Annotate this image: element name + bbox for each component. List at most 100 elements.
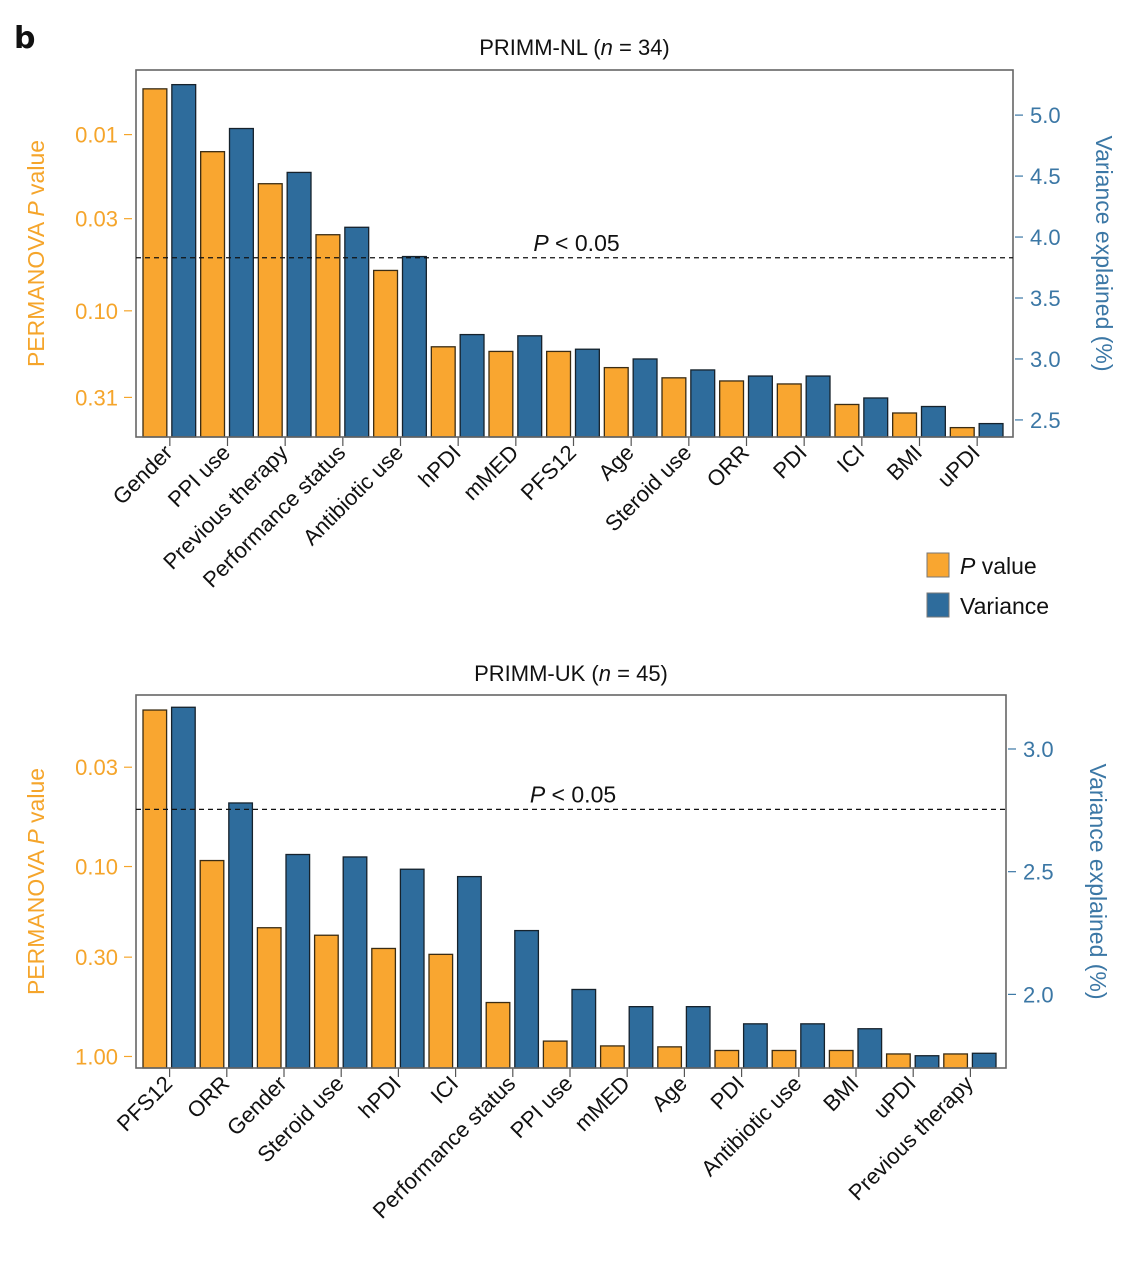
x-tick-label: PFS12 <box>112 1071 177 1136</box>
x-tick-label: mMED <box>570 1071 635 1136</box>
bar-variance-previous-therapy <box>971 1052 997 1069</box>
bar-variance-bmi <box>920 405 946 438</box>
chart-title-n-symbol: n <box>599 661 611 686</box>
bar-pvalue-orr <box>719 380 745 438</box>
bar-variance-age <box>632 358 658 438</box>
bar-variance-pdi <box>742 1023 768 1069</box>
bar-pvalue-mmed <box>599 1045 625 1069</box>
bar-pvalue-updi <box>885 1053 911 1069</box>
y-left-axis-label-text: PERMANOVA <box>23 845 49 995</box>
legend-label-text: value <box>975 553 1036 579</box>
bar-variance-pfs12 <box>574 348 600 438</box>
bar-pvalue-performance-status <box>315 234 341 438</box>
bar-variance-gender <box>171 83 197 438</box>
bar-pvalue-pfs12 <box>546 350 572 438</box>
threshold-label-value: < 0.05 <box>545 781 616 807</box>
x-tick-label: PDI <box>706 1071 750 1115</box>
bar-variance-ici <box>863 397 889 438</box>
x-tick-label: Age <box>593 440 638 485</box>
chart-title-n-value: = 45) <box>611 661 668 686</box>
bar-pvalue-mmed <box>488 350 514 438</box>
bar-pvalue-previous-therapy <box>257 183 283 438</box>
x-tick-label: hPDI <box>413 440 465 492</box>
x-tick-label: PPI use <box>505 1071 577 1143</box>
bar-pvalue-performance-status <box>485 1001 511 1069</box>
y-left-axis-label: PERMANOVA P value <box>23 768 49 995</box>
bar-pvalue-ppi-use <box>200 151 226 438</box>
x-tick-label: ICI <box>426 1071 464 1109</box>
bar-pvalue-pfs12 <box>142 709 168 1069</box>
plot-frame <box>135 694 1007 1069</box>
y-left-tick-label: 0.30 <box>75 945 118 970</box>
x-tick-label: ORR <box>702 440 754 492</box>
y-left-axis-label-text: PERMANOVA <box>23 217 49 367</box>
bar-variance-antibiotic-use <box>401 255 427 438</box>
bar-pvalue-bmi <box>892 412 918 438</box>
bar-variance-orr <box>228 802 254 1069</box>
bar-variance-ppi-use <box>571 988 597 1069</box>
chart-title: PRIMM-UK (n = 45) <box>474 661 668 686</box>
bar-pvalue-pdi <box>776 383 802 438</box>
bar-variance-mmed <box>628 1006 654 1069</box>
chart-title: PRIMM-NL (n = 34) <box>479 35 670 60</box>
y-right-tick-label: 3.5 <box>1030 286 1061 311</box>
bar-variance-previous-therapy <box>286 171 312 438</box>
threshold-label-symbol: P <box>530 781 546 807</box>
x-tick-label: Antibiotic use <box>298 440 408 550</box>
bar-variance-bmi <box>857 1028 883 1069</box>
bar-variance-age <box>685 1006 711 1069</box>
bar-pvalue-previous-therapy <box>943 1053 969 1069</box>
legend-label: P value <box>960 553 1037 579</box>
bar-pvalue-steroid-use <box>313 934 339 1069</box>
legend-label: Variance <box>960 593 1049 619</box>
legend-label-symbol: P <box>960 553 976 579</box>
bar-variance-performance-status <box>344 226 370 438</box>
bar-variance-pfs12 <box>170 706 196 1069</box>
x-tick-label: uPDI <box>932 440 984 492</box>
y-left-axis-label-suffix: value <box>23 140 49 201</box>
bar-variance-updi <box>914 1055 940 1069</box>
y-right-tick-label: 2.5 <box>1030 408 1061 433</box>
legend-label-text: Variance <box>960 593 1049 619</box>
y-right-tick-label: 4.5 <box>1030 164 1061 189</box>
bar-pvalue-ici <box>834 403 860 438</box>
bar-pvalue-age <box>603 366 629 438</box>
x-tick-label: BMI <box>882 440 927 485</box>
y-left-axis-label: PERMANOVA P value <box>23 140 49 367</box>
bar-variance-steroid-use <box>690 369 716 438</box>
chart-title-n-symbol: n <box>601 35 613 60</box>
y-left-axis-label-symbol: P <box>23 829 49 845</box>
bar-pvalue-steroid-use <box>661 377 687 438</box>
x-tick-label: Antibiotic use <box>696 1071 806 1181</box>
bar-variance-gender <box>285 853 311 1069</box>
y-left-axis-label-suffix: value <box>23 768 49 829</box>
bar-variance-mmed <box>517 335 543 438</box>
threshold-label: P < 0.05 <box>530 781 616 807</box>
y-left-axis-label-symbol: P <box>23 201 49 217</box>
x-tick-label: uPDI <box>868 1071 920 1123</box>
bar-pvalue-gender <box>256 927 282 1069</box>
x-tick-label: hPDI <box>354 1071 406 1123</box>
bar-pvalue-age <box>657 1046 683 1069</box>
x-tick-label: ORR <box>182 1071 234 1123</box>
bar-pvalue-gender <box>142 88 168 438</box>
y-left-tick-label: 0.01 <box>75 123 118 148</box>
bar-variance-ici <box>456 875 482 1069</box>
threshold-label-value: < 0.05 <box>549 230 620 256</box>
bar-variance-ppi-use <box>228 127 254 438</box>
bar-pvalue-updi <box>949 426 975 438</box>
chart-title-name: PRIMM-NL ( <box>479 35 601 60</box>
y-left-tick-label: 0.03 <box>75 755 118 780</box>
bar-variance-pdi <box>805 375 831 438</box>
bar-variance-orr <box>747 375 773 438</box>
bar-pvalue-pdi <box>714 1049 740 1069</box>
y-right-tick-label: 3.0 <box>1030 347 1061 372</box>
y-right-tick-label: 2.5 <box>1023 860 1054 885</box>
x-tick-label: BMI <box>818 1071 863 1116</box>
y-right-tick-label: 5.0 <box>1030 103 1061 128</box>
bar-variance-performance-status <box>514 929 540 1069</box>
bar-pvalue-orr <box>199 859 225 1069</box>
y-left-tick-label: 0.03 <box>75 207 118 232</box>
